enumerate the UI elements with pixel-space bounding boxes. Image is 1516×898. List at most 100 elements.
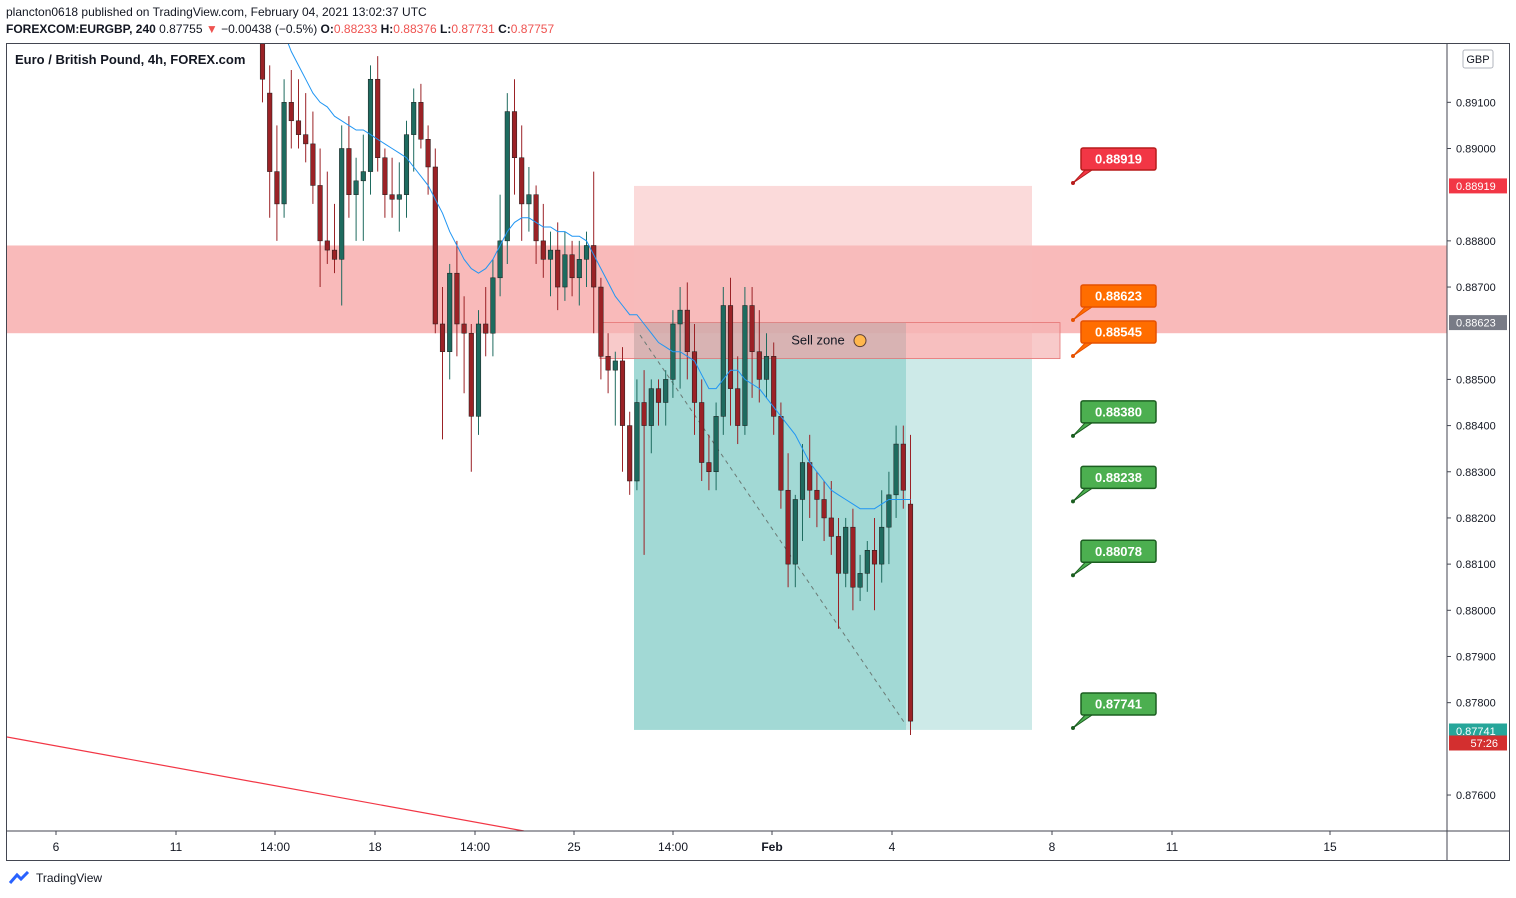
level-label-anchor (1071, 499, 1075, 504)
candle (699, 379, 705, 481)
price-tag-entry: 0.88623 (1449, 315, 1507, 331)
candle (749, 287, 755, 398)
candle-body (274, 171, 280, 205)
candle-body (749, 305, 755, 352)
price-tag-countdown: 57:26 (1449, 735, 1507, 751)
candle (893, 425, 899, 518)
candle (684, 282, 690, 380)
candle (339, 125, 345, 306)
candle-body (281, 102, 287, 205)
candle-body (871, 550, 878, 565)
candle (612, 351, 618, 426)
candle (317, 148, 323, 288)
candle (720, 287, 726, 435)
publication-header: plancton0618 published on TradingView.co… (6, 4, 554, 38)
symbol-label: FOREXCOM:EURGBP, 240 (6, 22, 156, 36)
candle-body (540, 240, 546, 260)
open-value: 0.88233 (333, 22, 378, 36)
candle-body (742, 305, 748, 426)
candle (879, 490, 885, 583)
level-label: 0.88380 (1071, 400, 1157, 438)
level-label: 0.88623 (1071, 284, 1157, 322)
candle (677, 287, 683, 389)
level-label-text: 0.88380 (1095, 404, 1142, 419)
price-tick-label: 0.88200 (1456, 513, 1496, 525)
candle (763, 333, 770, 398)
candle-body (353, 180, 359, 195)
level-label: 0.88545 (1071, 320, 1157, 358)
candle-body (907, 503, 914, 722)
candle-body (583, 245, 590, 260)
candle (403, 120, 410, 218)
candle-body (317, 185, 323, 242)
candle-body (605, 356, 611, 371)
candle (814, 471, 820, 528)
price-tick-label: 0.87600 (1456, 790, 1496, 802)
candle-body (821, 499, 827, 519)
candle (547, 231, 554, 297)
candle (439, 287, 446, 440)
currency-badge (1462, 49, 1494, 69)
candle (756, 310, 762, 403)
candle (655, 379, 662, 426)
candle-body (526, 194, 532, 205)
candle (346, 116, 352, 218)
candle (331, 203, 338, 274)
time-tick-label: 18 (368, 840, 382, 854)
candle (727, 277, 734, 426)
candle-body (259, 44, 266, 80)
candle (785, 453, 791, 588)
candle (267, 65, 273, 218)
level-label-anchor (1071, 433, 1075, 438)
level-label: 0.88238 (1071, 465, 1157, 504)
candle (288, 69, 294, 149)
level-label: 0.88919 (1071, 147, 1157, 185)
time-tick-label: Feb (761, 840, 782, 854)
bomb-icon (853, 334, 867, 348)
price-tag-bg (1449, 315, 1507, 331)
open-label: O: (320, 22, 334, 36)
candle (511, 79, 518, 195)
price-tick-label: 0.87800 (1456, 698, 1496, 710)
candle-body (857, 573, 863, 588)
candle-body (396, 194, 402, 200)
level-label-box (1080, 284, 1157, 308)
level-label-box (1080, 692, 1157, 716)
candle (641, 370, 647, 555)
candle (396, 162, 402, 232)
down-arrow-icon: ▼ (205, 22, 218, 36)
candle (634, 379, 640, 491)
candle-body (360, 171, 366, 182)
candle (835, 517, 842, 629)
candle-body (893, 443, 899, 496)
low-label: L: (440, 22, 452, 36)
candle-body (454, 272, 460, 325)
trend-line (7, 736, 525, 831)
candle-body (339, 148, 345, 260)
take-profit-filled-box (634, 358, 906, 730)
high-value: 0.88376 (393, 22, 437, 36)
candle-body (706, 462, 712, 473)
candle (360, 134, 366, 241)
candle-body (720, 305, 726, 417)
candle-body (763, 356, 770, 380)
candle (295, 79, 302, 149)
candle (742, 287, 748, 435)
candle-body (346, 148, 352, 195)
candle (792, 494, 798, 588)
chart-frame[interactable] (6, 43, 1510, 861)
candle (274, 125, 280, 241)
candle-body (303, 134, 309, 145)
candle (533, 185, 539, 264)
candle-body (900, 443, 906, 491)
candle-body (677, 309, 683, 325)
candle-body (807, 462, 813, 491)
price-tick-label: 0.88400 (1456, 421, 1496, 433)
candle (871, 517, 878, 611)
candle (706, 434, 712, 491)
candle-body (634, 402, 640, 482)
candle-body (591, 245, 597, 288)
candle (907, 434, 914, 735)
price-tick-label: 0.88500 (1456, 374, 1496, 386)
